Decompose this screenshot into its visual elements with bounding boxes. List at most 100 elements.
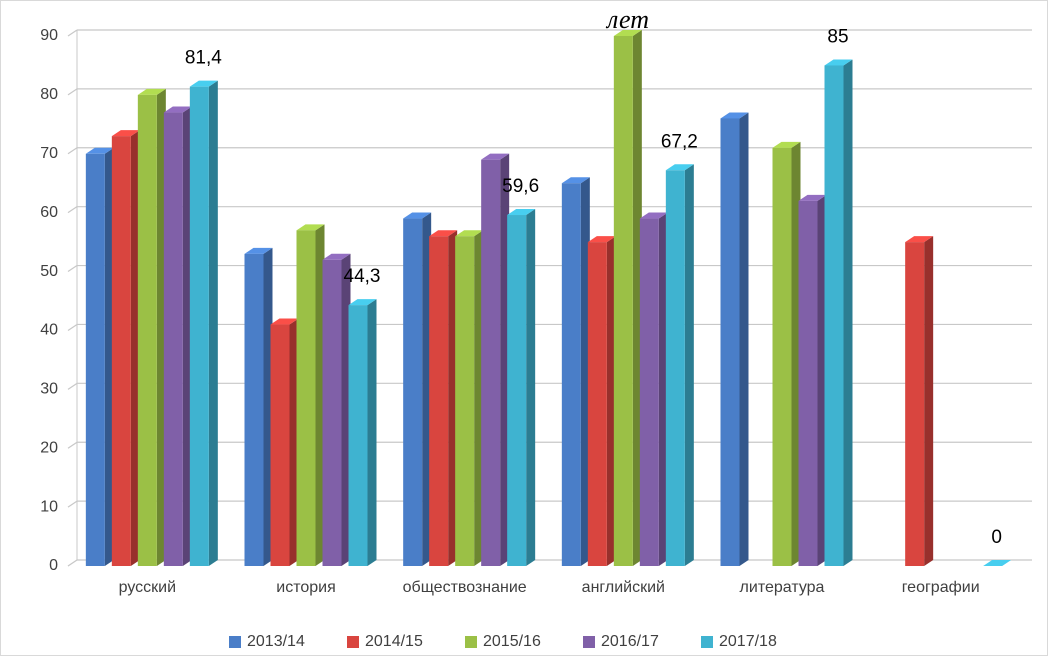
data-label: 67,2 [661, 131, 698, 152]
legend-swatch [583, 636, 595, 648]
bar [111, 130, 140, 566]
bar [403, 212, 432, 567]
y-tick-label: 70 [40, 145, 58, 162]
y-tick-label: 60 [40, 204, 58, 221]
bar-top [587, 236, 616, 243]
bar [561, 177, 590, 566]
bar-front [189, 86, 209, 567]
bar-side [448, 230, 458, 566]
y-tick-label: 0 [49, 557, 58, 574]
bar [455, 230, 484, 566]
legend-swatch [347, 636, 359, 648]
bar-top [111, 130, 140, 137]
x-tick-label: история [276, 579, 335, 596]
bar-front [348, 305, 368, 566]
bar-top [507, 209, 536, 216]
bar-side [130, 130, 140, 566]
legend-label: 2014/15 [365, 633, 423, 650]
data-label: 44,3 [344, 266, 381, 287]
bar-side [606, 236, 616, 566]
bar [137, 88, 166, 566]
bar [322, 253, 351, 566]
bar-front [639, 218, 659, 567]
bar-top [905, 236, 934, 243]
y-tick-label: 40 [40, 322, 58, 339]
y-tick-label: 50 [40, 263, 58, 280]
bar [507, 209, 536, 566]
chart-title: лет [605, 5, 649, 34]
legend-swatch [465, 636, 477, 648]
bar-front [507, 215, 527, 566]
bar-side [182, 106, 192, 567]
bar-side [817, 194, 827, 566]
bar [905, 236, 934, 566]
x-tick-label: литература [740, 579, 825, 596]
bar-top [189, 80, 218, 87]
bar [665, 164, 694, 566]
bar-side [791, 141, 801, 566]
bar-side [263, 247, 273, 566]
grid-line [67, 441, 78, 449]
legend-label: 2016/17 [601, 633, 659, 650]
data-label: 85 [827, 26, 848, 47]
bar-top [348, 299, 377, 306]
y-tick-label: 20 [40, 439, 58, 456]
bar [163, 106, 192, 567]
bar-top [481, 153, 510, 160]
bar-side [658, 212, 668, 567]
grid-line [67, 147, 78, 155]
bar-top [403, 212, 432, 219]
bar-side [315, 224, 325, 567]
bar [983, 560, 1012, 566]
x-tick-label: обществознание [403, 579, 527, 596]
bar-front [163, 112, 183, 567]
bar-front [481, 159, 501, 566]
data-label: 59,6 [502, 176, 539, 197]
bar-front [613, 36, 633, 566]
bar-side [526, 209, 536, 566]
bar [481, 153, 510, 566]
grid-line [67, 29, 78, 37]
bar-side [341, 253, 351, 566]
x-tick-label: географии [902, 579, 980, 596]
grid-line [67, 500, 78, 508]
legend-label: 2013/14 [247, 633, 305, 650]
bar-top [270, 318, 299, 325]
bar-side [156, 88, 166, 566]
bar-top [561, 177, 590, 184]
x-tick-label: английский [582, 579, 665, 596]
bar-top [455, 230, 484, 237]
bar-side [474, 230, 484, 566]
bar-top [983, 560, 1012, 566]
bar [772, 141, 801, 566]
bar-side [632, 30, 642, 566]
legend-swatch [229, 636, 241, 648]
bar-front [403, 218, 423, 567]
bar-side [500, 153, 510, 566]
bar-side [843, 59, 853, 566]
bar-top [296, 224, 325, 231]
bar-front [244, 253, 264, 566]
legend-label: 2017/18 [719, 633, 777, 650]
bar-front [561, 183, 581, 566]
bar-front [587, 242, 607, 566]
bar-side [367, 299, 377, 566]
bar-front [824, 65, 844, 566]
bar [587, 236, 616, 566]
bar-front [137, 94, 157, 566]
bar-top [137, 88, 166, 95]
bar [798, 194, 827, 566]
bar-side [104, 147, 114, 566]
bar [720, 112, 749, 566]
y-tick-label: 90 [40, 27, 58, 44]
bar-front [322, 259, 342, 566]
bar-front [429, 236, 449, 566]
grid-line [67, 206, 78, 214]
y-tick-label: 10 [40, 498, 58, 515]
bar-front [111, 136, 131, 566]
bar-top [244, 247, 273, 254]
bar-side [580, 177, 590, 566]
bar [296, 224, 325, 567]
bar [429, 230, 458, 566]
